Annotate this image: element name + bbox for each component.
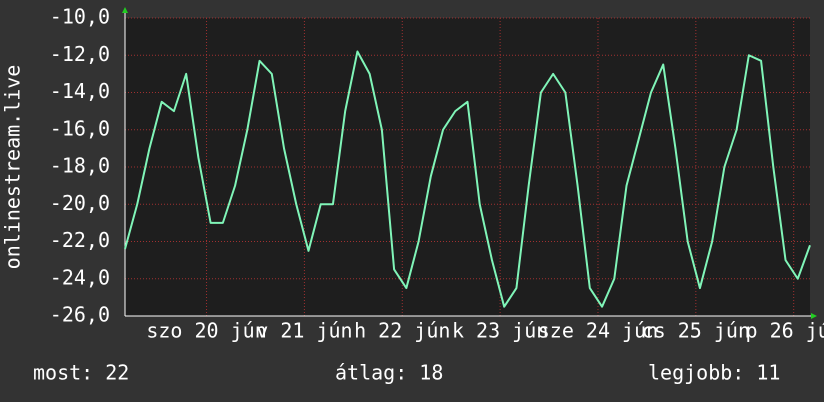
y-tick-label: -20,0 bbox=[50, 191, 110, 215]
y-tick-label: -12,0 bbox=[50, 42, 110, 66]
y-tick-label: -26,0 bbox=[50, 303, 110, 327]
y-axis-label: onlinestream.live bbox=[1, 65, 25, 270]
y-tick-label: -18,0 bbox=[50, 154, 110, 178]
y-tick-label: -14,0 bbox=[50, 79, 110, 103]
footer-best: legjobb: 11 bbox=[648, 361, 780, 385]
data-line bbox=[124, 50, 811, 308]
x-tick-label: cs 25 jún bbox=[642, 319, 750, 343]
y-tick-label: -22,0 bbox=[50, 228, 110, 252]
x-tick-label: k 23 jún bbox=[452, 319, 548, 343]
y-tick-label: -24,0 bbox=[50, 265, 110, 289]
y-tick-label: -10,0 bbox=[50, 5, 110, 29]
y-tick-label: -16,0 bbox=[50, 116, 110, 140]
x-tick-label: h 22 jún bbox=[354, 319, 450, 343]
footer-current: most: 22 bbox=[33, 361, 129, 385]
x-tick-label: p 26 jún bbox=[746, 319, 824, 343]
x-axis-arrow bbox=[811, 313, 817, 319]
footer-average: átlag: 18 bbox=[335, 361, 443, 385]
x-tick-label: szo 20 jún bbox=[146, 319, 266, 343]
x-tick-label: v 21 jún bbox=[256, 319, 352, 343]
x-tick-label: sze 24 jún bbox=[538, 319, 658, 343]
y-axis-arrow bbox=[122, 7, 128, 13]
